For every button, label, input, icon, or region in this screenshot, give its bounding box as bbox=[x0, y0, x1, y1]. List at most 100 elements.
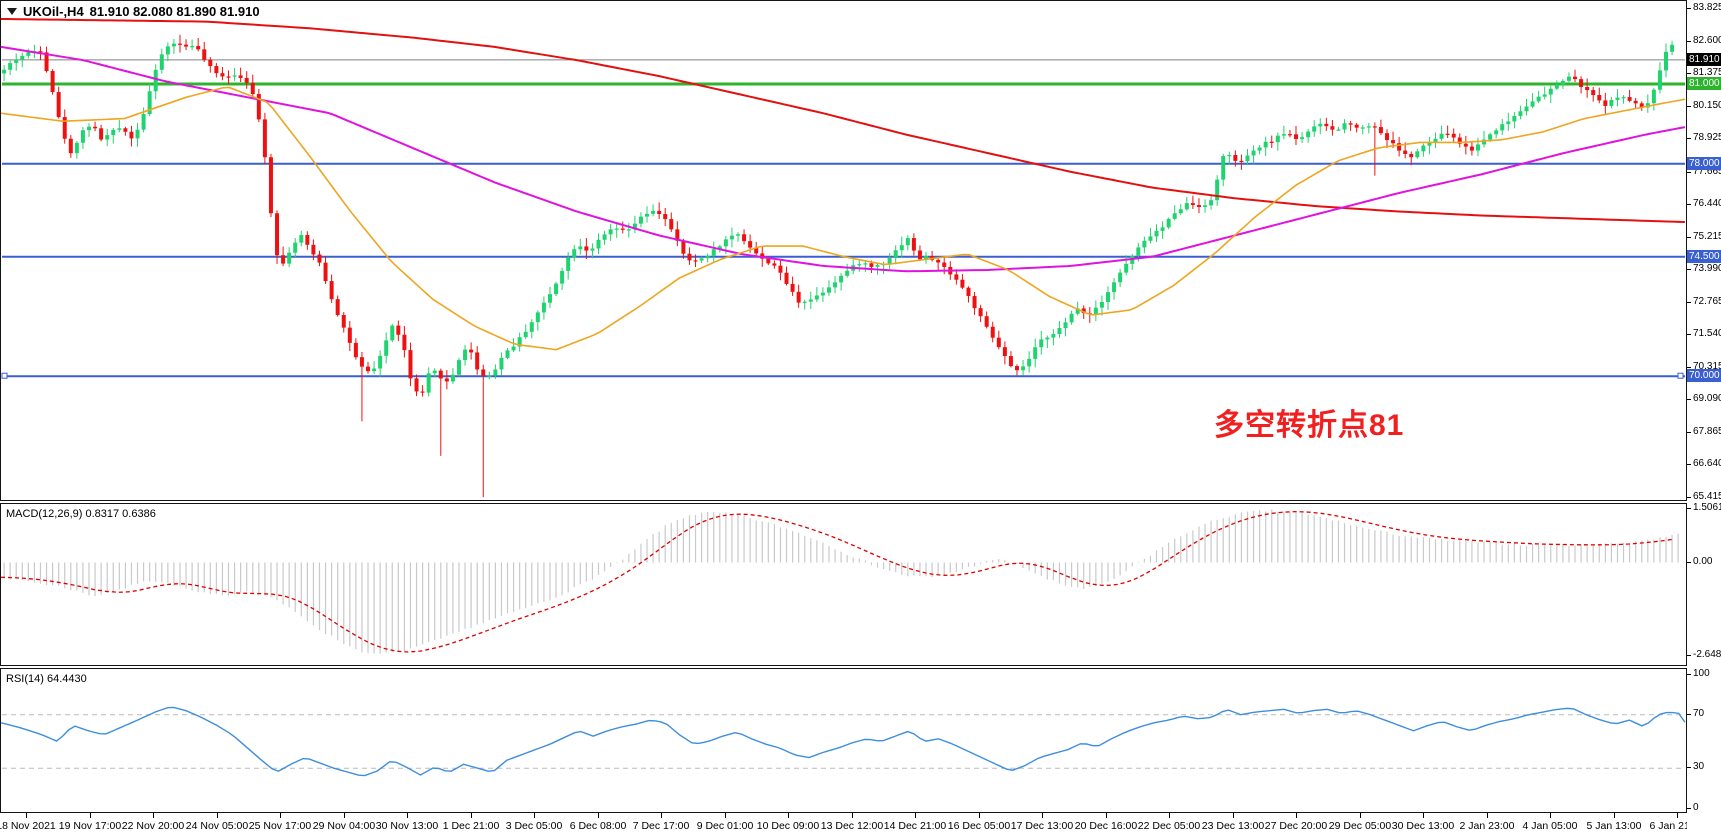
time-axis-label: 13 Dec 12:00 bbox=[820, 820, 884, 832]
time-axis-label: 2 Jan 23:00 bbox=[1459, 820, 1515, 832]
price-axis-label: 69.090 bbox=[1693, 393, 1721, 404]
time-axis-label: 20 Dec 16:00 bbox=[1074, 820, 1138, 832]
price-axis-label: 81.375 bbox=[1693, 67, 1721, 78]
time-axis[interactable]: 18 Nov 2021 19 Nov 17:00 22 Nov 20:00 24 No… bbox=[0, 813, 1704, 838]
time-axis-label: 22 Nov 20:00 bbox=[121, 820, 185, 832]
time-tick bbox=[1487, 813, 1488, 818]
time-axis-label: 16 Dec 05:00 bbox=[947, 820, 1011, 832]
line-handle[interactable] bbox=[1677, 372, 1684, 379]
last-price-tag: 81.910 bbox=[1687, 53, 1721, 66]
time-tick bbox=[788, 813, 789, 818]
time-axis-label: 30 Dec 13:00 bbox=[1391, 820, 1455, 832]
rsi-indicator-panel[interactable]: RSI(14) 64.4430 bbox=[0, 668, 1687, 813]
axis-tick bbox=[1687, 302, 1691, 303]
time-axis-label: 5 Jan 13:00 bbox=[1586, 820, 1642, 832]
axis-tick bbox=[1687, 562, 1691, 563]
level-price-tag: 81.000 bbox=[1687, 77, 1721, 90]
time-axis-label: 17 Dec 13:00 bbox=[1010, 820, 1074, 832]
macd-label: MACD(12,26,9) 0.8317 0.6386 bbox=[6, 508, 156, 520]
symbol-dropdown-icon[interactable] bbox=[7, 8, 17, 15]
time-tick bbox=[979, 813, 980, 818]
price-axis-label: 80.150 bbox=[1693, 100, 1721, 111]
price-axis-label: 83.825 bbox=[1693, 2, 1721, 13]
axis-tick bbox=[1687, 432, 1691, 433]
time-tick bbox=[1550, 813, 1551, 818]
level-price-tag: 70.000 bbox=[1687, 369, 1721, 382]
time-tick bbox=[598, 813, 599, 818]
ohlc-values: 81.910 82.080 81.890 81.910 bbox=[89, 4, 260, 19]
rsi-axis-label: 100 bbox=[1693, 668, 1710, 679]
ma-mid-magenta[interactable] bbox=[1, 45, 1686, 273]
macd-axis-label: 0.00 bbox=[1693, 556, 1713, 567]
axis-tick bbox=[1687, 237, 1691, 238]
axis-tick bbox=[1687, 138, 1691, 139]
price-chart-canvas[interactable] bbox=[1, 1, 1686, 500]
chart-text-annotation[interactable]: 多空转折点81 bbox=[1214, 409, 1405, 442]
time-axis-label: 9 Dec 01:00 bbox=[696, 820, 754, 832]
price-axis[interactable]: 83.825 82.600 81.375 80.150 78.925 77.665 76.4… bbox=[1687, 0, 1721, 838]
time-tick bbox=[534, 813, 535, 818]
price-axis-label: 71.540 bbox=[1693, 328, 1721, 339]
axis-tick bbox=[1687, 172, 1691, 173]
time-tick bbox=[1169, 813, 1170, 818]
time-axis-label: 4 Jan 05:00 bbox=[1522, 820, 1578, 832]
axis-tick bbox=[1687, 767, 1691, 768]
axis-tick bbox=[1687, 73, 1691, 74]
time-axis-label: 27 Dec 20:00 bbox=[1264, 820, 1328, 832]
macd-signal-line bbox=[1, 510, 1673, 653]
time-tick bbox=[852, 813, 853, 818]
line-handle[interactable] bbox=[1, 372, 8, 379]
axis-tick bbox=[1687, 269, 1691, 270]
chart-title: UKOil-,H4 81.910 82.080 81.890 81.910 bbox=[7, 4, 260, 19]
axis-tick bbox=[1687, 8, 1691, 9]
time-tick bbox=[725, 813, 726, 818]
time-tick bbox=[661, 813, 662, 818]
ma-slow-red[interactable] bbox=[1, 17, 1685, 224]
price-axis-label: 76.440 bbox=[1693, 198, 1721, 209]
time-axis-label: 19 Nov 17:00 bbox=[58, 820, 122, 832]
price-chart-panel[interactable]: UKOil-,H4 81.910 82.080 81.890 81.910 多空… bbox=[0, 0, 1687, 501]
axis-tick bbox=[1687, 674, 1691, 675]
ma-fast-orange[interactable] bbox=[1, 86, 1686, 351]
time-tick bbox=[153, 813, 154, 818]
time-axis-label: 24 Nov 05:00 bbox=[185, 820, 249, 832]
time-axis-label: 29 Dec 05:00 bbox=[1328, 820, 1392, 832]
rsi-label: RSI(14) 64.4430 bbox=[6, 673, 87, 685]
axis-tick bbox=[1687, 497, 1691, 498]
axis-tick bbox=[1687, 808, 1691, 809]
rsi-canvas[interactable] bbox=[1, 669, 1686, 812]
axis-tick bbox=[1687, 204, 1691, 205]
rsi-axis-label: 30 bbox=[1693, 761, 1705, 772]
axis-tick bbox=[1687, 508, 1691, 509]
price-axis-label: 65.415 bbox=[1693, 491, 1721, 502]
level-price-tag: 78.000 bbox=[1687, 157, 1721, 170]
level-price-tag: 74.500 bbox=[1687, 250, 1721, 263]
price-axis-label: 67.865 bbox=[1693, 426, 1721, 437]
macd-histogram bbox=[3, 509, 1679, 654]
time-axis-label: 10 Dec 09:00 bbox=[756, 820, 820, 832]
time-tick bbox=[1677, 813, 1678, 818]
time-tick bbox=[1042, 813, 1043, 818]
price-axis-label: 77.665 bbox=[1693, 166, 1721, 177]
price-axis-label: 75.215 bbox=[1693, 231, 1721, 242]
time-axis-label: 23 Dec 13:00 bbox=[1201, 820, 1265, 832]
time-axis-label: 29 Nov 04:00 bbox=[312, 820, 376, 832]
time-tick bbox=[471, 813, 472, 818]
rsi-axis-label: 0 bbox=[1693, 802, 1699, 813]
axis-tick bbox=[1687, 41, 1691, 42]
axis-tick bbox=[1687, 464, 1691, 465]
price-axis-label: 72.765 bbox=[1693, 296, 1721, 307]
macd-canvas[interactable] bbox=[1, 504, 1686, 665]
price-axis-label: 82.600 bbox=[1693, 35, 1721, 46]
time-tick bbox=[90, 813, 91, 818]
axis-tick bbox=[1687, 714, 1691, 715]
time-axis-label: 30 Nov 13:00 bbox=[375, 820, 439, 832]
time-tick bbox=[407, 813, 408, 818]
price-axis-label: 70.315 bbox=[1693, 361, 1721, 372]
time-tick bbox=[1614, 813, 1615, 818]
axis-tick bbox=[1687, 106, 1691, 107]
time-tick bbox=[915, 813, 916, 818]
macd-indicator-panel[interactable]: MACD(12,26,9) 0.8317 0.6386 bbox=[0, 503, 1687, 666]
axis-tick bbox=[1687, 655, 1691, 656]
price-axis-label: 73.990 bbox=[1693, 263, 1721, 274]
